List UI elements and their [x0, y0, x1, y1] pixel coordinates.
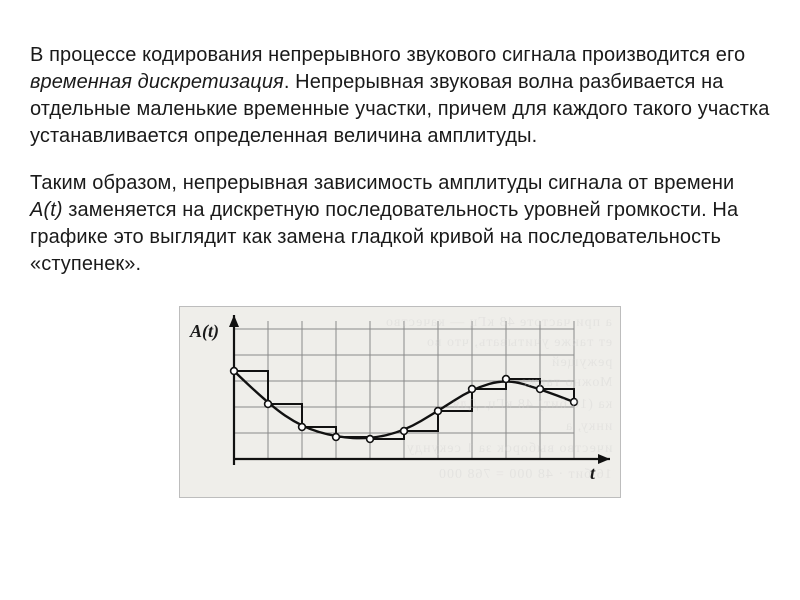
paragraph-1: В процессе кодирования непрерывного звук…	[30, 42, 770, 150]
p2-part-a: Таким образом, непрерывная зависимость а…	[30, 172, 734, 194]
paragraph-2: Таким образом, непрерывная зависимость а…	[30, 170, 770, 278]
chart-svg	[180, 307, 620, 497]
p1-part-a: В процессе кодирования непрерывного звук…	[30, 44, 745, 66]
axis-label-y: A(t)	[190, 321, 219, 342]
discretization-chart: а при частоте 48 кГц — качествоет также …	[179, 306, 621, 498]
axis-label-x: t	[590, 463, 595, 484]
p2-italic: A(t)	[30, 199, 63, 221]
p1-italic: временная дискретизация	[30, 71, 284, 93]
p2-part-b: заменяется на дискретную последовательно…	[30, 199, 738, 275]
